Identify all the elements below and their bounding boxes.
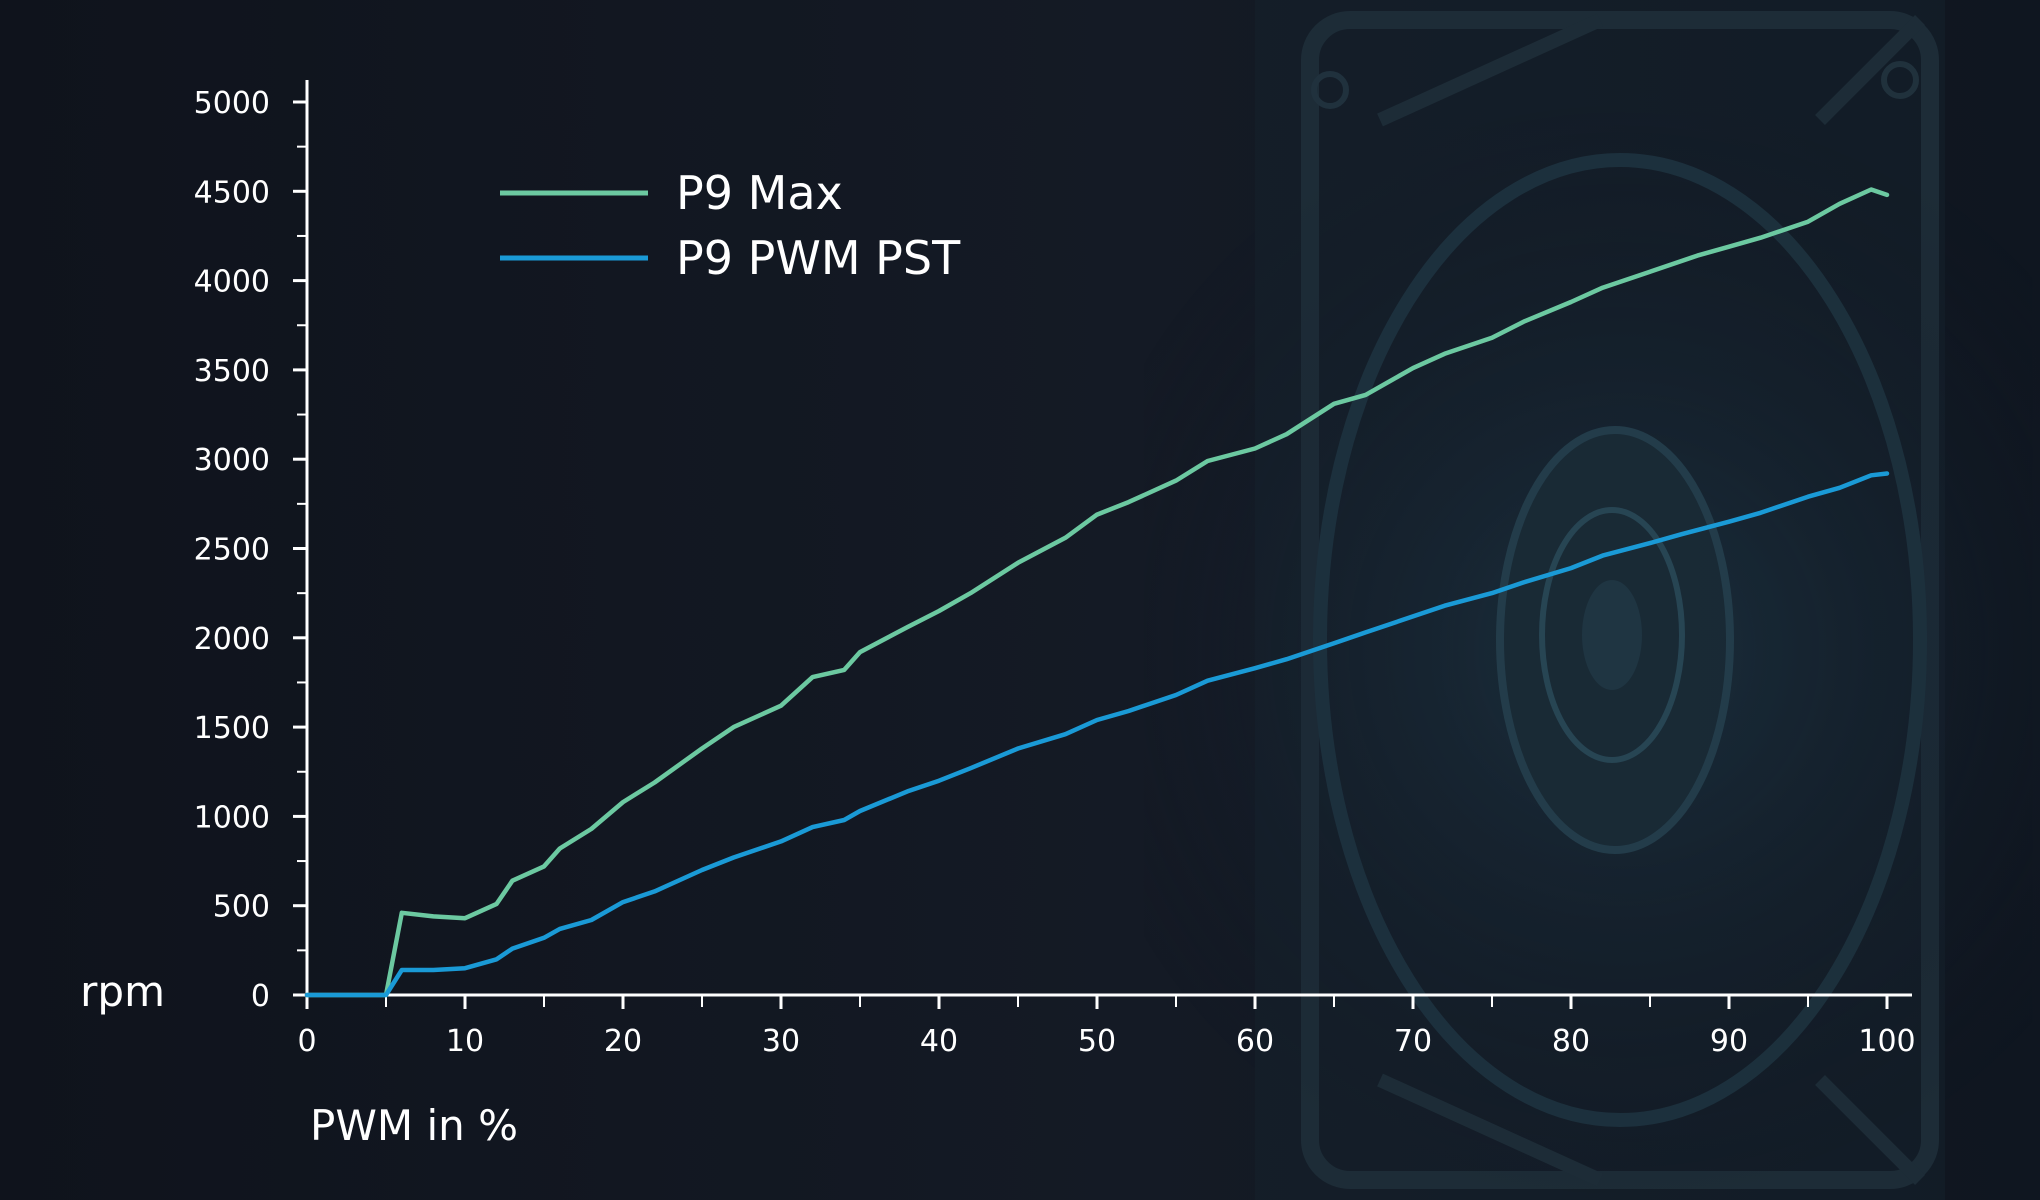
y-tick-label: 3500 xyxy=(194,354,270,389)
x-tick-label: 50 xyxy=(1078,1024,1116,1059)
y-tick-label: 4000 xyxy=(194,265,270,300)
x-tick-label: 80 xyxy=(1552,1024,1590,1059)
y-tick-label: 4500 xyxy=(194,175,270,210)
x-tick-label: 100 xyxy=(1858,1024,1915,1059)
y-tick-label: 1000 xyxy=(194,800,270,835)
y-tick-label: 5000 xyxy=(194,86,270,121)
series-lines xyxy=(304,187,1890,998)
x-axis-title: PWM in % xyxy=(310,1101,518,1150)
x-tick-label: 30 xyxy=(762,1024,800,1059)
series-line-p9-pwm-pst xyxy=(304,471,1890,998)
x-tick-label: 0 xyxy=(297,1024,316,1059)
x-tick-label: 40 xyxy=(920,1024,958,1059)
x-tick-label: 60 xyxy=(1236,1024,1274,1059)
y-tick-label: 3000 xyxy=(194,443,270,478)
y-axis-ticks: 0 500 1000 1500 2000 2500 3000 3500 4000 4500 5000 xyxy=(194,86,307,1014)
x-tick-label: 20 xyxy=(604,1024,642,1059)
x-tick-label: 90 xyxy=(1710,1024,1748,1059)
y-tick-label: 500 xyxy=(213,890,270,925)
y-tick-label: 0 xyxy=(251,979,270,1014)
legend-label-p9-max: P9 Max xyxy=(676,166,843,220)
series-line-p9-max xyxy=(304,187,1890,998)
x-tick-label: 70 xyxy=(1394,1024,1432,1059)
x-axis-ticks: 0 10 20 30 40 50 60 70 80 90 100 xyxy=(297,995,1916,1059)
y-tick-label: 1500 xyxy=(194,711,270,746)
y-axis-title: rpm xyxy=(80,967,165,1016)
y-tick-label: 2000 xyxy=(194,622,270,657)
y-tick-label: 2500 xyxy=(194,533,270,568)
x-tick-label: 10 xyxy=(446,1024,484,1059)
axes xyxy=(305,80,1912,997)
legend: P9 Max P9 PWM PST xyxy=(500,166,961,285)
legend-label-p9-pwm-pst: P9 PWM PST xyxy=(676,231,961,285)
